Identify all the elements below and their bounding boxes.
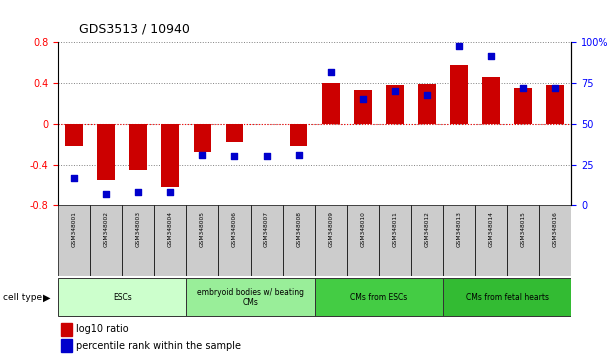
FancyBboxPatch shape xyxy=(443,205,475,276)
Bar xyxy=(514,88,532,124)
Text: GSM348013: GSM348013 xyxy=(456,211,461,247)
Point xyxy=(486,53,496,58)
FancyBboxPatch shape xyxy=(443,278,571,316)
Point xyxy=(69,175,79,181)
Text: percentile rank within the sample: percentile rank within the sample xyxy=(76,341,241,351)
Point xyxy=(326,69,335,75)
Text: GSM348007: GSM348007 xyxy=(264,211,269,247)
Point xyxy=(358,97,368,102)
FancyBboxPatch shape xyxy=(186,278,315,316)
Bar xyxy=(546,85,564,124)
Text: GSM348006: GSM348006 xyxy=(232,211,237,247)
Point xyxy=(390,88,400,94)
Text: GSM348015: GSM348015 xyxy=(521,211,525,247)
Point xyxy=(133,189,143,195)
Point xyxy=(197,152,207,158)
Point xyxy=(422,92,432,97)
FancyBboxPatch shape xyxy=(283,205,315,276)
Text: GSM348003: GSM348003 xyxy=(136,211,141,247)
Text: cell type: cell type xyxy=(3,293,42,302)
Text: ESCs: ESCs xyxy=(113,293,131,302)
FancyBboxPatch shape xyxy=(315,205,347,276)
Bar xyxy=(194,124,211,152)
Text: GSM348010: GSM348010 xyxy=(360,211,365,247)
FancyBboxPatch shape xyxy=(540,205,571,276)
Bar xyxy=(322,83,340,124)
Point xyxy=(518,85,528,91)
Text: embryoid bodies w/ beating
CMs: embryoid bodies w/ beating CMs xyxy=(197,288,304,307)
Text: GSM348016: GSM348016 xyxy=(553,211,558,247)
Point xyxy=(454,43,464,48)
Text: CMs from fetal hearts: CMs from fetal hearts xyxy=(466,293,549,302)
Bar xyxy=(482,77,500,124)
Point xyxy=(294,152,304,158)
Text: GSM348009: GSM348009 xyxy=(328,211,333,247)
Text: CMs from ESCs: CMs from ESCs xyxy=(350,293,408,302)
Point xyxy=(101,191,111,197)
Bar xyxy=(418,84,436,124)
Bar xyxy=(386,85,404,124)
Bar xyxy=(65,124,83,146)
FancyBboxPatch shape xyxy=(90,205,122,276)
Point xyxy=(230,154,240,159)
FancyBboxPatch shape xyxy=(475,205,507,276)
FancyBboxPatch shape xyxy=(122,205,155,276)
FancyBboxPatch shape xyxy=(379,205,411,276)
FancyBboxPatch shape xyxy=(58,278,186,316)
Text: GSM348002: GSM348002 xyxy=(104,211,109,247)
Bar xyxy=(354,90,371,124)
Bar xyxy=(97,124,115,180)
FancyBboxPatch shape xyxy=(155,205,186,276)
FancyBboxPatch shape xyxy=(411,205,443,276)
Text: GSM348014: GSM348014 xyxy=(489,211,494,247)
Bar xyxy=(60,339,72,352)
Text: GSM348008: GSM348008 xyxy=(296,211,301,247)
Bar xyxy=(161,124,179,187)
Bar xyxy=(450,65,468,124)
FancyBboxPatch shape xyxy=(58,205,90,276)
Text: GSM348005: GSM348005 xyxy=(200,211,205,247)
Text: GDS3513 / 10940: GDS3513 / 10940 xyxy=(79,22,190,35)
Text: GSM348011: GSM348011 xyxy=(392,211,397,247)
FancyBboxPatch shape xyxy=(186,205,219,276)
Bar xyxy=(130,124,147,170)
FancyBboxPatch shape xyxy=(219,205,251,276)
FancyBboxPatch shape xyxy=(315,278,443,316)
FancyBboxPatch shape xyxy=(347,205,379,276)
FancyBboxPatch shape xyxy=(507,205,540,276)
Text: GSM348001: GSM348001 xyxy=(71,211,76,247)
Bar xyxy=(225,124,243,142)
FancyBboxPatch shape xyxy=(251,205,283,276)
Text: ▶: ▶ xyxy=(43,292,50,302)
Text: log10 ratio: log10 ratio xyxy=(76,324,129,334)
Bar xyxy=(290,124,307,146)
Text: GSM348004: GSM348004 xyxy=(168,211,173,247)
Bar xyxy=(60,323,72,336)
Text: GSM348012: GSM348012 xyxy=(425,211,430,247)
Point xyxy=(262,154,271,159)
Point xyxy=(551,85,560,91)
Point xyxy=(166,189,175,195)
